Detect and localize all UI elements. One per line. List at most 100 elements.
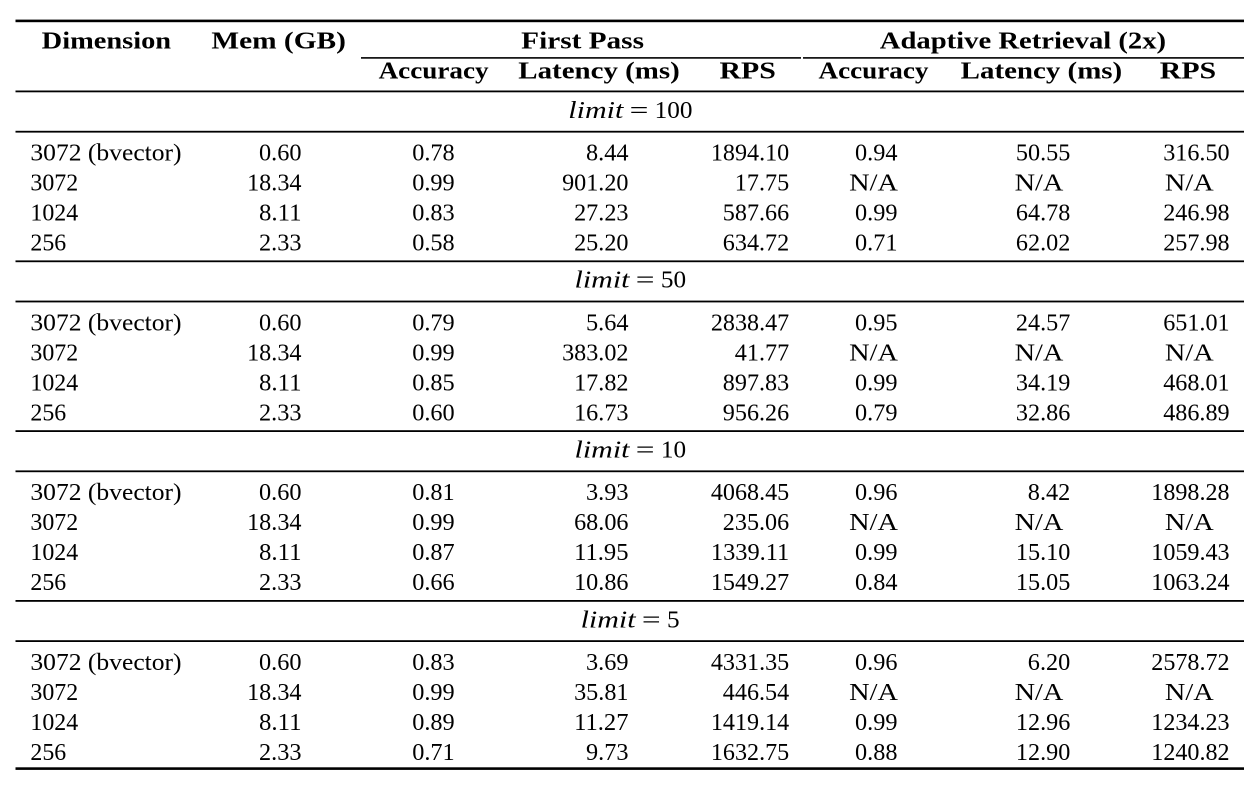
svg-text:1898.28: 1898.28 [1151,479,1229,506]
svg-text:8.44: 8.44 [586,140,629,167]
svg-text:1549.27: 1549.27 [711,569,789,596]
svg-text:0.99: 0.99 [855,539,898,566]
svg-text:N/A: N/A [849,509,898,536]
svg-text:0.95: 0.95 [855,309,898,336]
svg-text:50: 50 [661,267,686,294]
svg-text:1063.24: 1063.24 [1151,569,1229,596]
svg-text:1024: 1024 [30,539,78,566]
svg-text:Adaptive Retrieval (2x): Adaptive Retrieval (2x) [880,28,1166,55]
svg-text:2.33: 2.33 [259,739,302,766]
svg-text:1419.14: 1419.14 [711,709,789,736]
svg-text:8.11: 8.11 [259,709,302,736]
svg-text:N/A: N/A [1165,339,1214,366]
svg-text:0.99: 0.99 [412,170,455,197]
svg-text:3.69: 3.69 [586,649,629,676]
svg-text:901.20: 901.20 [562,170,628,197]
svg-text:3072: 3072 [30,339,78,366]
svg-text:N/A: N/A [1015,509,1064,536]
svg-text:N/A: N/A [849,170,898,197]
svg-text:limit: limit [568,97,624,124]
svg-text:35.81: 35.81 [574,679,628,706]
svg-text:18.34: 18.34 [247,679,301,706]
svg-text:1024: 1024 [30,709,78,736]
svg-text:16.73: 16.73 [574,399,628,426]
svg-text:0.58: 0.58 [412,230,455,257]
svg-text:235.06: 235.06 [723,509,789,536]
svg-text:3072 (bvector): 3072 (bvector) [30,479,181,506]
svg-text:62.02: 62.02 [1016,230,1070,257]
svg-text:41.77: 41.77 [735,339,789,366]
svg-text:0.83: 0.83 [412,649,455,676]
svg-text:N/A: N/A [1015,170,1064,197]
svg-text:0.88: 0.88 [855,739,898,766]
svg-text:1240.82: 1240.82 [1151,739,1229,766]
svg-text:0.60: 0.60 [259,140,302,167]
svg-text:8.11: 8.11 [259,200,302,227]
svg-text:1894.10: 1894.10 [711,140,789,167]
svg-text:limit: limit [581,606,637,633]
svg-text:N/A: N/A [1165,170,1214,197]
svg-text:limit: limit [575,437,631,464]
svg-text:10: 10 [661,437,686,464]
svg-text:N/A: N/A [849,339,898,366]
svg-text:N/A: N/A [1165,509,1214,536]
svg-text:316.50: 316.50 [1163,140,1229,167]
svg-text:68.06: 68.06 [574,509,628,536]
svg-text:0.60: 0.60 [412,399,455,426]
svg-text:0.99: 0.99 [412,509,455,536]
svg-text:2.33: 2.33 [259,399,302,426]
svg-text:6.20: 6.20 [1028,649,1071,676]
svg-text:=: = [636,437,655,464]
svg-text:897.83: 897.83 [723,369,789,396]
svg-text:0.99: 0.99 [855,200,898,227]
svg-text:32.86: 32.86 [1016,399,1070,426]
svg-text:8.42: 8.42 [1028,479,1071,506]
svg-text:3072 (bvector): 3072 (bvector) [30,309,181,336]
svg-text:15.05: 15.05 [1016,569,1070,596]
svg-text:=: = [630,97,649,124]
svg-text:0.78: 0.78 [412,140,455,167]
svg-text:0.79: 0.79 [855,399,898,426]
svg-text:Accuracy: Accuracy [379,57,489,84]
svg-text:50.55: 50.55 [1016,140,1070,167]
svg-text:18.34: 18.34 [247,170,301,197]
svg-text:12.90: 12.90 [1016,739,1070,766]
svg-text:383.02: 383.02 [562,339,628,366]
svg-text:651.01: 651.01 [1163,309,1229,336]
svg-text:0.81: 0.81 [412,479,455,506]
svg-text:0.99: 0.99 [412,679,455,706]
svg-text:0.60: 0.60 [259,309,302,336]
svg-text:0.84: 0.84 [855,569,898,596]
svg-text:2.33: 2.33 [259,569,302,596]
svg-text:Mem (GB): Mem (GB) [211,28,346,55]
svg-text:4331.35: 4331.35 [711,649,789,676]
svg-text:RPS: RPS [1160,57,1216,84]
svg-text:First Pass: First Pass [521,28,644,55]
svg-text:18.34: 18.34 [247,339,301,366]
svg-text:446.54: 446.54 [723,679,789,706]
svg-text:0.60: 0.60 [259,649,302,676]
svg-text:64.78: 64.78 [1016,200,1070,227]
svg-text:limit: limit [575,267,631,294]
svg-text:Accuracy: Accuracy [819,57,929,84]
svg-text:N/A: N/A [1015,679,1064,706]
svg-text:15.10: 15.10 [1016,539,1070,566]
svg-text:3072: 3072 [30,509,78,536]
svg-text:0.99: 0.99 [412,339,455,366]
svg-text:0.87: 0.87 [412,539,455,566]
svg-text:34.19: 34.19 [1016,369,1070,396]
svg-text:24.57: 24.57 [1016,309,1070,336]
svg-text:1024: 1024 [30,200,78,227]
svg-text:8.11: 8.11 [259,539,302,566]
svg-text:0.60: 0.60 [259,479,302,506]
svg-text:0.99: 0.99 [855,709,898,736]
svg-text:587.66: 587.66 [723,200,789,227]
svg-text:25.20: 25.20 [574,230,628,257]
svg-text:2.33: 2.33 [259,230,302,257]
svg-text:1632.75: 1632.75 [711,739,789,766]
svg-text:12.96: 12.96 [1016,709,1070,736]
svg-text:RPS: RPS [720,57,776,84]
svg-text:5.64: 5.64 [586,309,629,336]
svg-text:8.11: 8.11 [259,369,302,396]
svg-text:0.99: 0.99 [855,369,898,396]
